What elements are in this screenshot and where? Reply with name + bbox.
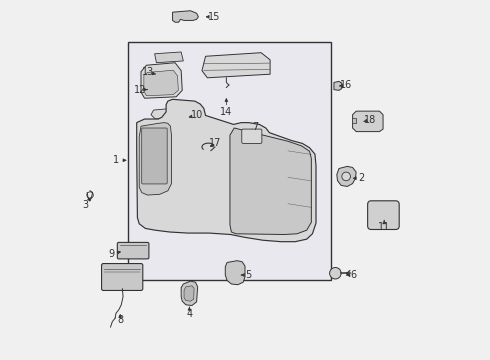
Circle shape (330, 267, 341, 279)
FancyBboxPatch shape (101, 264, 143, 291)
FancyBboxPatch shape (117, 242, 149, 259)
FancyBboxPatch shape (142, 128, 167, 184)
FancyBboxPatch shape (242, 129, 262, 143)
Polygon shape (337, 166, 356, 186)
Text: 11: 11 (378, 222, 390, 232)
Polygon shape (172, 11, 198, 22)
FancyBboxPatch shape (368, 201, 399, 229)
Polygon shape (155, 52, 183, 63)
Polygon shape (137, 99, 316, 242)
Polygon shape (353, 111, 383, 132)
Polygon shape (139, 123, 172, 195)
Text: 10: 10 (191, 111, 203, 121)
Text: 2: 2 (358, 173, 365, 183)
Polygon shape (184, 286, 194, 301)
Text: 5: 5 (245, 270, 252, 280)
Text: 13: 13 (142, 67, 154, 77)
Bar (128, 42, 331, 280)
Text: 6: 6 (351, 270, 357, 280)
Polygon shape (334, 81, 342, 90)
Text: 4: 4 (186, 310, 193, 319)
Text: 17: 17 (209, 139, 222, 148)
Text: 8: 8 (117, 315, 123, 325)
Text: 1: 1 (113, 155, 119, 165)
Polygon shape (225, 261, 245, 285)
Text: 9: 9 (108, 248, 115, 258)
Polygon shape (352, 118, 356, 123)
Text: 18: 18 (365, 115, 377, 125)
Text: 14: 14 (220, 107, 232, 117)
Text: 3: 3 (82, 200, 89, 210)
Polygon shape (181, 281, 197, 306)
Polygon shape (141, 63, 182, 98)
Text: 7: 7 (253, 122, 259, 132)
Polygon shape (151, 107, 197, 119)
Text: 12: 12 (134, 85, 147, 95)
Polygon shape (230, 128, 311, 234)
Text: 15: 15 (208, 12, 220, 22)
Polygon shape (144, 70, 178, 96)
Text: 16: 16 (341, 80, 353, 90)
Polygon shape (202, 53, 270, 78)
Circle shape (342, 172, 350, 181)
